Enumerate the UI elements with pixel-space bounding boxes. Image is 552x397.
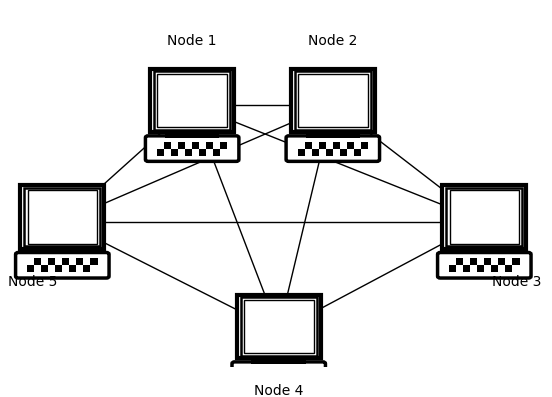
Bar (347, 142, 354, 148)
FancyBboxPatch shape (286, 136, 380, 161)
Bar (333, 142, 340, 148)
FancyBboxPatch shape (28, 190, 97, 244)
Bar (171, 148, 178, 156)
Bar (449, 265, 456, 272)
Bar (70, 265, 76, 272)
Bar (76, 258, 83, 265)
Bar (300, 375, 307, 382)
Bar (484, 258, 491, 265)
FancyBboxPatch shape (232, 362, 326, 387)
Bar (220, 142, 227, 148)
Bar (27, 265, 34, 272)
Bar (251, 368, 258, 375)
FancyBboxPatch shape (446, 188, 522, 246)
Text: Node 1: Node 1 (167, 34, 217, 48)
Text: Node 2: Node 2 (308, 34, 358, 48)
Bar (252, 358, 306, 364)
Bar (243, 375, 251, 382)
Bar (199, 148, 206, 156)
Bar (55, 265, 62, 272)
Bar (279, 368, 286, 375)
FancyBboxPatch shape (438, 252, 531, 278)
Bar (213, 148, 220, 156)
Bar (34, 258, 41, 265)
Bar (312, 148, 319, 156)
Bar (298, 148, 305, 156)
Bar (264, 368, 272, 375)
Bar (62, 258, 70, 265)
Bar (206, 142, 213, 148)
FancyBboxPatch shape (244, 300, 314, 353)
Bar (463, 265, 470, 272)
FancyBboxPatch shape (150, 69, 234, 132)
Bar (48, 258, 55, 265)
Bar (512, 258, 519, 265)
Bar (157, 148, 164, 156)
Bar (192, 142, 199, 148)
FancyBboxPatch shape (145, 136, 239, 161)
FancyBboxPatch shape (154, 71, 230, 130)
FancyBboxPatch shape (24, 188, 100, 246)
Bar (361, 142, 368, 148)
FancyBboxPatch shape (291, 69, 375, 132)
Text: Node 4: Node 4 (254, 384, 304, 397)
Bar (35, 249, 89, 254)
Bar (83, 265, 91, 272)
Bar (272, 375, 279, 382)
Bar (477, 265, 484, 272)
Bar (307, 368, 314, 375)
FancyBboxPatch shape (449, 190, 519, 244)
FancyBboxPatch shape (157, 73, 227, 127)
Bar (293, 368, 300, 375)
FancyBboxPatch shape (298, 73, 368, 127)
Bar (498, 258, 506, 265)
Bar (286, 375, 293, 382)
Bar (178, 142, 185, 148)
Bar (326, 148, 333, 156)
Bar (354, 148, 361, 156)
FancyBboxPatch shape (442, 185, 526, 249)
Bar (165, 132, 219, 138)
FancyBboxPatch shape (237, 295, 321, 358)
Bar (457, 249, 512, 254)
Bar (470, 258, 477, 265)
Bar (305, 142, 312, 148)
Bar (456, 258, 463, 265)
Bar (185, 148, 192, 156)
Bar (306, 132, 360, 138)
Text: Node 3: Node 3 (492, 275, 542, 289)
Bar (91, 258, 98, 265)
Text: Node 5: Node 5 (8, 275, 57, 289)
Bar (491, 265, 498, 272)
Bar (258, 375, 264, 382)
Bar (340, 148, 347, 156)
FancyBboxPatch shape (15, 252, 109, 278)
FancyBboxPatch shape (241, 297, 317, 356)
Bar (164, 142, 171, 148)
Bar (41, 265, 48, 272)
Bar (319, 142, 326, 148)
Bar (506, 265, 512, 272)
FancyBboxPatch shape (20, 185, 104, 249)
FancyBboxPatch shape (295, 71, 371, 130)
